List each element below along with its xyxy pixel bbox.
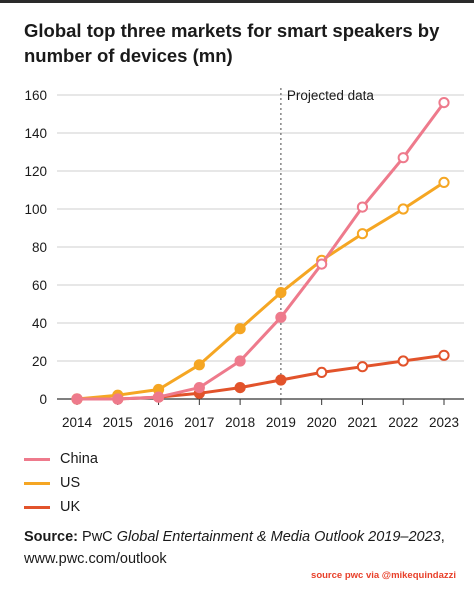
legend-item-china: China	[24, 448, 98, 470]
data-point-china	[234, 355, 246, 367]
top-rule	[0, 0, 474, 3]
data-point-china	[356, 201, 369, 213]
x-tick-label: 2023	[429, 415, 459, 430]
y-tick-label: 120	[24, 164, 47, 179]
data-point-us	[234, 323, 246, 335]
source-label: Source:	[24, 529, 78, 545]
legend-swatch	[24, 481, 50, 485]
chart-title: Global top three markets for smart speak…	[24, 20, 440, 66]
x-tick-label: 2020	[307, 415, 337, 430]
data-point-china	[275, 311, 287, 323]
data-point-uk	[438, 349, 450, 361]
y-tick-label: 60	[32, 278, 47, 293]
legend-label: UK	[60, 499, 81, 515]
source-note: Source: PwC Global Entertainment & Media…	[24, 529, 445, 567]
data-point-uk	[316, 366, 328, 378]
y-tick-label: 100	[24, 202, 47, 217]
data-point-china	[438, 97, 450, 109]
data-point-uk	[275, 374, 287, 386]
series-line-us	[75, 180, 446, 401]
x-tick-label: 2021	[347, 415, 377, 430]
data-point-china	[193, 382, 205, 394]
y-tick-label: 80	[32, 240, 47, 255]
projection-annotation: Projected data	[287, 88, 375, 103]
x-tick-label: 2022	[388, 415, 418, 430]
legend-label: US	[60, 475, 81, 491]
data-point-china	[71, 393, 83, 405]
data-point-us	[356, 228, 369, 240]
legend-item-us: US	[24, 472, 98, 494]
data-point-china	[397, 152, 409, 164]
credit: source pwc via @mikequindazzi	[311, 570, 456, 581]
data-point-us	[397, 203, 409, 215]
x-tick-label: 2017	[184, 415, 214, 430]
y-tick-label: 140	[24, 126, 47, 141]
data-point-us	[193, 359, 205, 371]
line-chart: 0 20 40 60 80 100 120 140 160 2014 2015 2016 2017 201…	[24, 88, 464, 430]
source-publisher: PwC	[82, 529, 113, 545]
legend-swatch	[24, 457, 50, 461]
data-point-uk	[397, 355, 409, 367]
legend-label: China	[60, 451, 98, 467]
data-point-us	[438, 176, 450, 188]
data-point-us	[275, 287, 287, 299]
x-tick-label: 2019	[266, 415, 296, 430]
data-point-china	[112, 393, 124, 405]
x-tick-label: 2016	[144, 415, 174, 430]
y-tick-label: 20	[32, 354, 47, 369]
x-tick-label: 2014	[62, 415, 93, 430]
legend-item-uk: UK	[24, 496, 98, 518]
legend-swatch	[24, 505, 50, 509]
y-tick-label: 0	[39, 392, 47, 407]
data-point-china	[316, 258, 328, 270]
y-tick-label: 160	[24, 88, 47, 103]
y-tick-label: 40	[32, 316, 47, 331]
legend: China US UK	[24, 448, 98, 520]
series-line-china	[75, 101, 446, 401]
data-point-uk	[234, 382, 246, 394]
source-publication: Global Entertainment & Media Outlook 201…	[116, 529, 441, 545]
x-tick-label: 2015	[103, 415, 133, 430]
source-url[interactable]: www.pwc.com/outlook	[24, 551, 167, 567]
data-point-uk	[356, 361, 369, 373]
x-tick-label: 2018	[225, 415, 255, 430]
data-point-china	[152, 391, 165, 403]
